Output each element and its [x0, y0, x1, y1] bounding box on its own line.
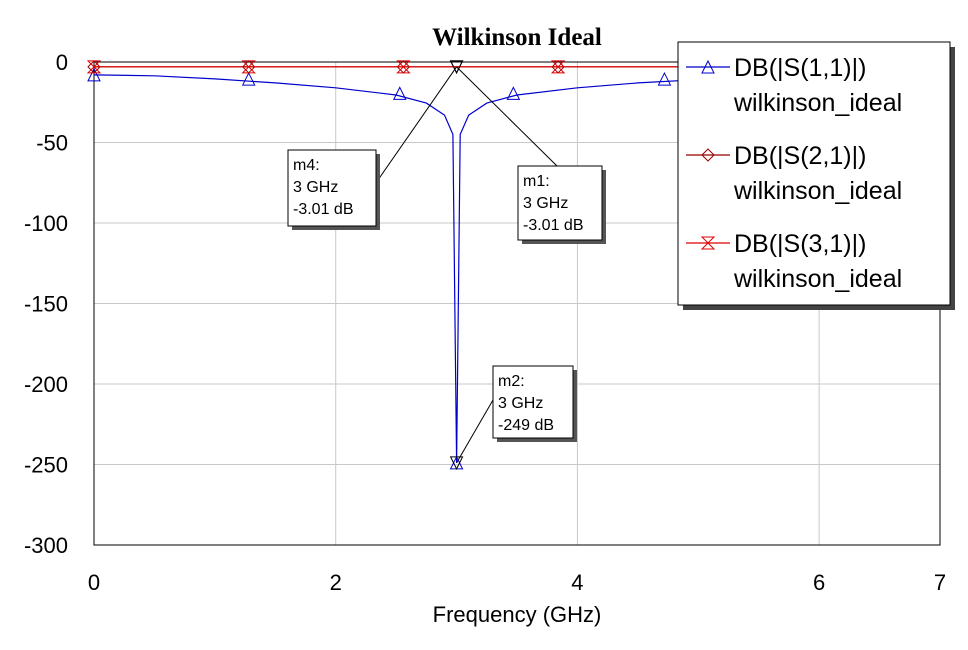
y-tick-label: -300	[24, 533, 68, 558]
series-1-point	[657, 71, 672, 86]
x-tick-label: 0	[88, 570, 100, 595]
legend-box	[677, 41, 951, 306]
chart-title: Wilkinson Ideal	[432, 24, 602, 51]
marker-label: -249 dB	[498, 417, 554, 434]
series-3-point	[550, 60, 566, 74]
legend: DB(|S(1,1)|) wilkinson_ideal DB(|S(2,1)|) w…	[677, 41, 955, 310]
marker-label: 3 GHz	[293, 179, 338, 196]
marker-box	[517, 165, 603, 241]
x-axis-label: Frequency (GHz)	[433, 602, 602, 627]
marker-leader-line	[456, 66, 558, 167]
marker-box	[492, 365, 574, 439]
x-tick-label: 4	[571, 570, 583, 595]
marker-label: 3 GHz	[498, 395, 543, 412]
tick-labels: 0 2 4 6 7 0 -50 -100 -150 -200 -250 -300	[24, 50, 946, 595]
legend-series-name: DB(|S(1,1)|)	[734, 54, 866, 82]
series-1-point	[241, 71, 256, 86]
marker-label: m1:	[523, 173, 550, 190]
y-tick-label: -250	[24, 453, 68, 478]
legend-marker-icon	[701, 59, 715, 74]
y-tick-label: -200	[24, 372, 68, 397]
legend-series-name: DB(|S(3,1)|)	[734, 230, 866, 258]
marker-label: 3 GHz	[523, 195, 568, 212]
series-3-point	[241, 60, 256, 74]
marker-label: -3.01 dB	[523, 217, 583, 234]
legend-series-subname: wilkinson_ideal	[733, 177, 902, 205]
legend-series-subname: wilkinson_ideal	[733, 89, 902, 117]
legend-marker-icon	[700, 236, 716, 250]
series-3-point	[86, 60, 102, 74]
legend-series-name: DB(|S(2,1)|)	[734, 142, 866, 170]
x-tick-label: 6	[813, 570, 825, 595]
marker-leader-line	[456, 399, 494, 464]
y-tick-label: -50	[36, 131, 68, 156]
marker-label: m2:	[498, 373, 525, 390]
series-1-point	[506, 86, 521, 100]
marker-annotations: m4: 3 GHz -3.01 dB m1: 3 GHz -3.01 dB m2: 3 GHz…	[287, 60, 606, 471]
marker-label: -3.01 dB	[293, 201, 353, 218]
y-tick-label: 0	[56, 50, 68, 75]
series-3-point	[396, 60, 411, 74]
y-tick-label: -100	[24, 211, 68, 236]
legend-marker-icon	[701, 148, 715, 162]
x-tick-label: 2	[330, 570, 342, 595]
x-tick-label: 7	[934, 570, 946, 595]
marker-tip-icon	[449, 456, 464, 471]
series-1-point	[392, 86, 407, 100]
y-tick-label: -150	[24, 292, 68, 317]
marker-leader-line	[377, 66, 457, 181]
legend-series-subname: wilkinson_ideal	[733, 265, 902, 293]
marker-tip-icon	[449, 60, 464, 74]
series-1-point	[87, 67, 101, 82]
marker-label: m4:	[293, 157, 320, 174]
marker-box	[287, 149, 377, 227]
